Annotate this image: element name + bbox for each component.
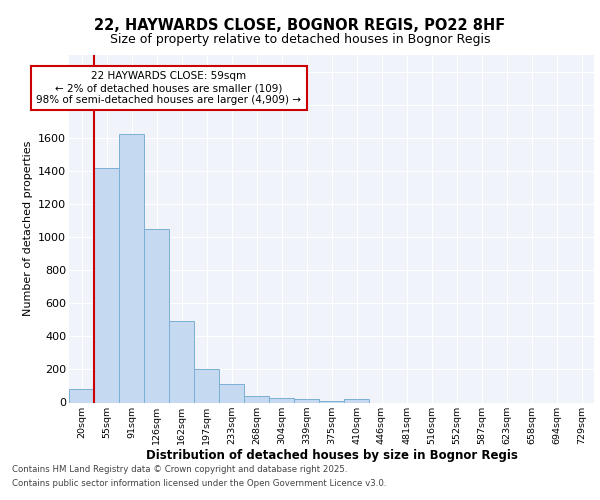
Bar — [319, 401, 344, 402]
X-axis label: Distribution of detached houses by size in Bognor Regis: Distribution of detached houses by size … — [146, 450, 517, 462]
Bar — [169, 322, 194, 402]
Bar — [269, 398, 294, 402]
Bar — [69, 390, 94, 402]
Text: Size of property relative to detached houses in Bognor Regis: Size of property relative to detached ho… — [110, 32, 490, 46]
Bar — [194, 368, 219, 402]
Bar — [244, 396, 269, 402]
Bar — [144, 229, 169, 402]
Bar — [294, 399, 319, 402]
Bar — [119, 134, 144, 402]
Bar — [219, 384, 244, 402]
Bar — [344, 399, 369, 402]
Text: 22 HAYWARDS CLOSE: 59sqm
← 2% of detached houses are smaller (109)
98% of semi-d: 22 HAYWARDS CLOSE: 59sqm ← 2% of detache… — [37, 72, 302, 104]
Y-axis label: Number of detached properties: Number of detached properties — [23, 141, 32, 316]
Text: 22, HAYWARDS CLOSE, BOGNOR REGIS, PO22 8HF: 22, HAYWARDS CLOSE, BOGNOR REGIS, PO22 8… — [94, 18, 506, 32]
Text: Contains HM Land Registry data © Crown copyright and database right 2025.: Contains HM Land Registry data © Crown c… — [12, 466, 347, 474]
Bar — [94, 168, 119, 402]
Text: Contains public sector information licensed under the Open Government Licence v3: Contains public sector information licen… — [12, 479, 386, 488]
